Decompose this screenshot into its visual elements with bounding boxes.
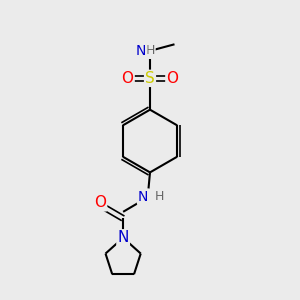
Text: H: H: [145, 44, 155, 57]
Text: S: S: [145, 71, 155, 86]
Text: O: O: [167, 71, 178, 86]
Text: O: O: [94, 195, 106, 210]
Text: N: N: [138, 190, 148, 204]
Text: H: H: [155, 190, 164, 203]
Text: O: O: [122, 71, 134, 86]
Text: N: N: [117, 230, 129, 245]
Text: N: N: [136, 44, 146, 58]
